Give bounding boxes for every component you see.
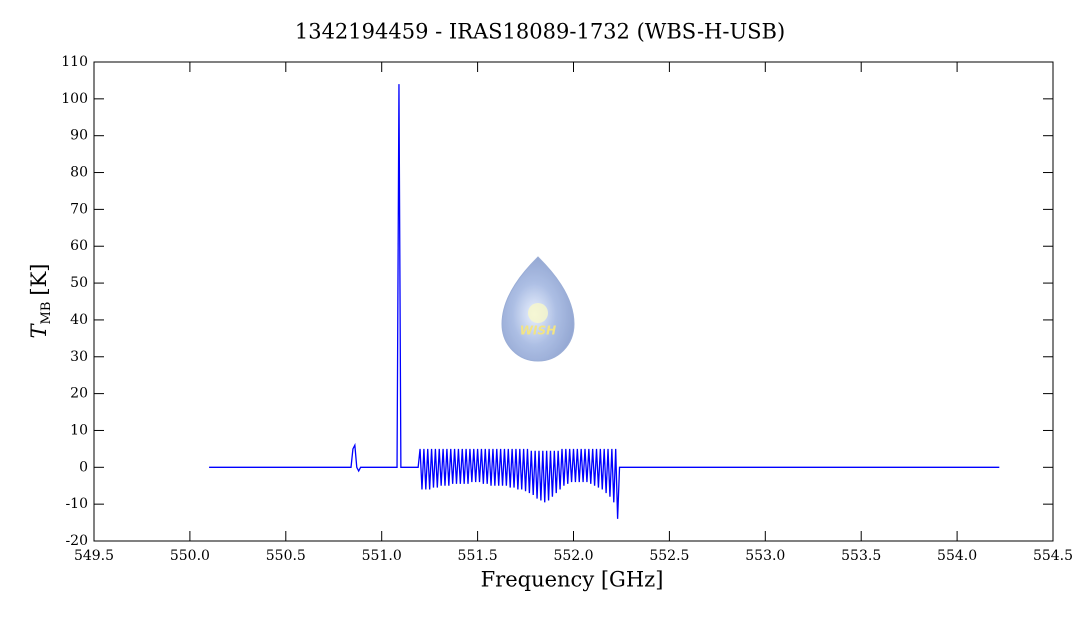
logo-star <box>528 303 548 323</box>
x-tick-label: 552.5 <box>649 548 689 564</box>
x-axis-label: Frequency [GHz] <box>481 568 664 592</box>
x-tick-label: 554.0 <box>937 548 977 564</box>
x-tick-label: 551.5 <box>458 548 498 564</box>
y-tick-label: 100 <box>61 91 88 107</box>
x-tick-label: 553.5 <box>841 548 881 564</box>
y-tick-label: 30 <box>70 349 88 365</box>
logo-text: WISH <box>520 324 556 338</box>
x-tick-label: 552.0 <box>553 548 593 564</box>
y-label-sub: MB <box>39 302 54 325</box>
x-tick-label: 554.5 <box>1033 548 1073 564</box>
y-tick-label: 50 <box>70 275 88 291</box>
logo: WISH <box>501 256 575 362</box>
y-tick-label: 110 <box>61 54 88 70</box>
y-tick-label: -20 <box>65 533 88 549</box>
y-tick-label: 10 <box>70 422 88 438</box>
plot-frame <box>93 61 1054 542</box>
x-tick-label: 550.5 <box>266 548 306 564</box>
y-tick-label: 70 <box>70 201 88 217</box>
y-tick-label: 60 <box>70 238 88 254</box>
x-tick-label: 550.0 <box>170 548 210 564</box>
y-tick-label: 20 <box>70 386 88 402</box>
y-tick-label: -10 <box>65 496 88 512</box>
y-label-symbol: T <box>27 322 51 338</box>
y-tick-label: 40 <box>70 312 88 328</box>
y-axis-label: TMB [K] <box>27 264 54 339</box>
chart-title: 1342194459 - IRAS18089-1732 (WBS-H-USB) <box>295 20 785 44</box>
x-tick-label: 551.0 <box>362 548 402 564</box>
y-label-unit: [K] <box>27 264 51 296</box>
spectrum-line <box>209 84 1000 519</box>
y-tick-label: 90 <box>70 128 88 144</box>
x-tick-label: 553.0 <box>745 548 785 564</box>
x-tick-label: 549.5 <box>74 548 114 564</box>
y-tick-label: 0 <box>79 459 88 475</box>
y-tick-label: 80 <box>70 165 88 181</box>
